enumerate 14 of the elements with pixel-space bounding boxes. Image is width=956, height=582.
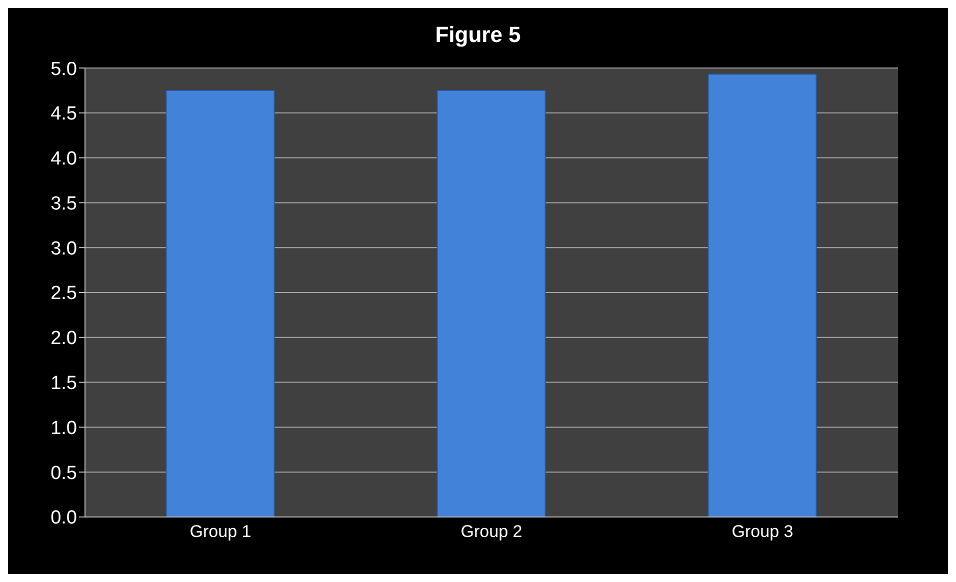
y-tick-label: 2.5: [50, 283, 77, 304]
y-tick-label: 0.5: [50, 462, 77, 484]
y-tick-label: 4.0: [50, 148, 77, 170]
y-tick-label: 1.0: [50, 418, 77, 439]
x-tick-label: Group 3: [732, 522, 794, 542]
y-tick-label: 0.0: [50, 508, 77, 529]
x-tick-label: Group 1: [190, 522, 252, 542]
y-tick-label: 3.0: [50, 238, 77, 260]
y-tick-label: 3.5: [50, 193, 77, 214]
chart-title: Figure 5: [435, 22, 521, 47]
y-tick-label: 2.0: [50, 328, 77, 350]
x-tick-label: Group 2: [460, 522, 522, 542]
y-tick-label: 1.5: [50, 373, 77, 394]
y-tick-label: 4.5: [50, 104, 77, 125]
